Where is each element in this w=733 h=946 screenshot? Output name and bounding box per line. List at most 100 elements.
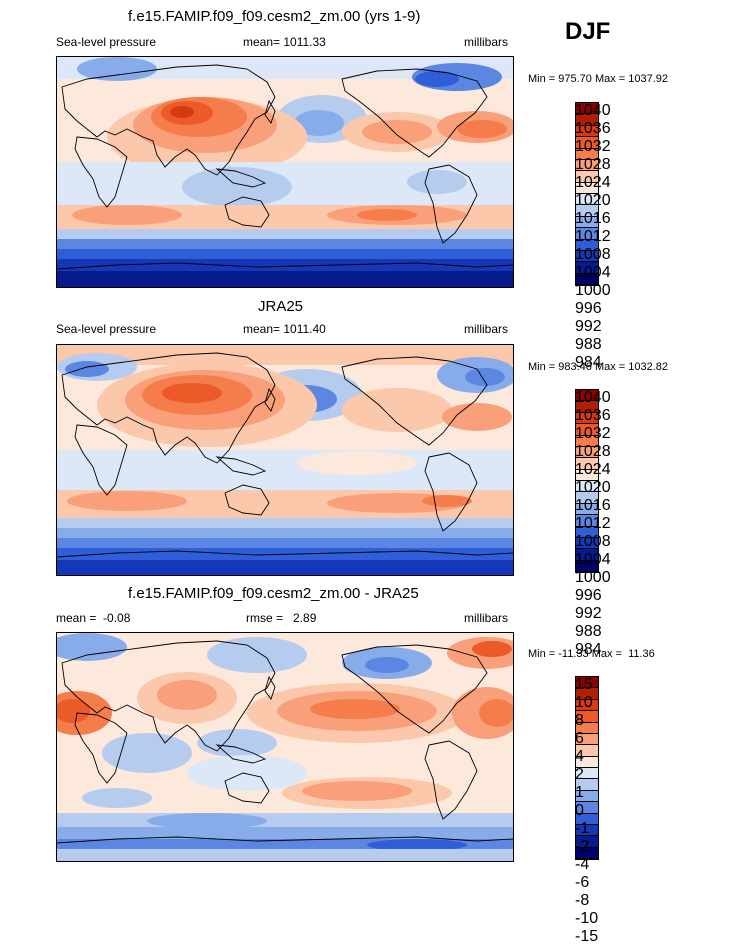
panel-1-title: f.e15.FAMIP.f09_f09.cesm2_zm.00 (yrs 1-9… xyxy=(128,8,421,25)
panel-3-title: f.e15.FAMIP.f09_f09.cesm2_zm.00 - JRA25 xyxy=(128,585,419,602)
colorbar-swatch xyxy=(576,813,598,825)
colorbar-swatch xyxy=(576,469,598,481)
panel-3-colorbar xyxy=(575,676,599,860)
colorbar-label: 15 xyxy=(575,676,593,693)
colorbar-label: 0 xyxy=(575,802,584,819)
colorbar-swatch xyxy=(576,756,598,768)
colorbar-label: 984 xyxy=(575,354,602,371)
panel-1-map xyxy=(56,56,514,288)
colorbar-label: 1012 xyxy=(575,228,611,245)
colorbar-label: 992 xyxy=(575,318,602,335)
colorbar-label: 10 xyxy=(575,694,593,711)
colorbar-swatch xyxy=(576,250,598,263)
colorbar-swatch xyxy=(576,515,598,527)
colorbar-label: -4 xyxy=(575,856,590,873)
panel-2-map xyxy=(56,344,514,576)
season-label: DJF xyxy=(565,18,611,45)
colorbar-label: 1024 xyxy=(575,174,611,191)
colorbar-label: 1040 xyxy=(575,389,611,406)
colorbar-swatch xyxy=(576,836,598,848)
panel-2-colorbar-labels: 1040 1036 1032 1028 1024 1020 1016 1012 1008 1004… xyxy=(575,389,611,659)
colorbar-label: 1012 xyxy=(575,515,611,532)
colorbar-swatch xyxy=(576,677,598,689)
colorbar-label: -2 xyxy=(575,838,590,855)
colorbar-swatch xyxy=(576,171,598,183)
colorbar-swatch xyxy=(576,103,598,115)
colorbar-label: 988 xyxy=(575,623,602,640)
colorbar-swatch xyxy=(576,779,598,791)
colorbar-swatch xyxy=(576,239,598,251)
panel-1-field xyxy=(57,57,513,287)
panel-3-colorbar-labels: 15 10 8 6 4 2 1 0 -1 -2 -4 -6 -8 -10 -15 xyxy=(575,676,598,946)
colorbar-label: 1004 xyxy=(575,264,611,281)
colorbar-label: 8 xyxy=(575,712,584,729)
colorbar-swatch xyxy=(576,699,598,712)
colorbar-label: 1016 xyxy=(575,210,611,227)
colorbar-swatch xyxy=(576,194,598,206)
colorbar-label: 984 xyxy=(575,641,602,658)
colorbar-label: -10 xyxy=(575,910,599,927)
panel-2-variable-label: Sea-level pressure xyxy=(56,322,157,336)
colorbar-label: -15 xyxy=(575,928,599,945)
panel-3-minmax: Min = -11.33 Max = 11.36 xyxy=(528,648,655,660)
colorbar-label: 996 xyxy=(575,300,602,317)
colorbar-swatch xyxy=(576,802,598,814)
panel-3-mean-label: mean = -0.08 xyxy=(56,611,131,625)
colorbar-label: 1024 xyxy=(575,461,611,478)
colorbar-label: 1016 xyxy=(575,497,611,514)
colorbar-swatch xyxy=(576,503,598,516)
colorbar-swatch xyxy=(576,745,598,757)
colorbar-label: 1 xyxy=(575,784,584,801)
panel-3-units-label: millibars xyxy=(464,611,509,625)
colorbar-swatch xyxy=(576,401,598,413)
panel-1-variable-label: Sea-level pressure xyxy=(56,35,157,49)
colorbar-swatch xyxy=(576,768,598,780)
panel-1-mean-label: mean= 1011.33 xyxy=(243,35,326,49)
colorbar-swatch xyxy=(576,412,598,425)
colorbar-label: 1008 xyxy=(575,246,611,263)
colorbar-swatch xyxy=(576,537,598,550)
panel-1-units-label: millibars xyxy=(464,35,509,49)
colorbar-swatch xyxy=(576,390,598,402)
colorbar-label: 1028 xyxy=(575,156,611,173)
colorbar-swatch xyxy=(576,159,598,172)
colorbar-swatch xyxy=(576,262,598,274)
colorbar-label: -8 xyxy=(575,892,590,909)
colorbar-label: 1004 xyxy=(575,551,611,568)
colorbar-swatch xyxy=(576,148,598,160)
colorbar-swatch xyxy=(576,205,598,217)
colorbar-swatch xyxy=(576,137,598,149)
colorbar-label: -6 xyxy=(575,874,590,891)
colorbar-swatch xyxy=(576,114,598,126)
colorbar-label: 1036 xyxy=(575,407,611,424)
colorbar-swatch xyxy=(576,435,598,447)
colorbar-swatch xyxy=(576,125,598,138)
colorbar-swatch xyxy=(576,733,598,746)
colorbar-swatch xyxy=(576,446,598,459)
panel-3-map xyxy=(56,632,514,862)
panel-2-mean-label: mean= 1011.40 xyxy=(243,322,326,336)
colorbar-label: 1000 xyxy=(575,282,611,299)
panel-1-minmax: Min = 975.70 Max = 1037.92 xyxy=(528,73,669,85)
colorbar-swatch xyxy=(576,492,598,504)
colorbar-swatch xyxy=(576,424,598,436)
colorbar-swatch xyxy=(576,228,598,240)
colorbar-label: 1008 xyxy=(575,533,611,550)
panel-2-units-label: millibars xyxy=(464,322,509,336)
panel-1-colorbar xyxy=(575,102,599,286)
colorbar-label: 1032 xyxy=(575,425,611,442)
colorbar-label: 988 xyxy=(575,336,602,353)
colorbar-swatch xyxy=(576,688,598,700)
panel-1-colorbar-labels: 1040 1036 1032 1028 1024 1020 1016 1012 1008 1004… xyxy=(575,102,611,372)
colorbar-swatch xyxy=(576,526,598,538)
panel-2-field xyxy=(57,345,513,575)
colorbar-swatch xyxy=(576,481,598,493)
colorbar-label: 1036 xyxy=(575,120,611,137)
panel-2-colorbar xyxy=(575,389,599,573)
colorbar-label: 992 xyxy=(575,605,602,622)
colorbar-swatch xyxy=(576,824,598,837)
colorbar-label: 1040 xyxy=(575,102,611,119)
panel-3-field xyxy=(57,633,513,861)
colorbar-swatch xyxy=(576,458,598,470)
colorbar-label: 1032 xyxy=(575,138,611,155)
